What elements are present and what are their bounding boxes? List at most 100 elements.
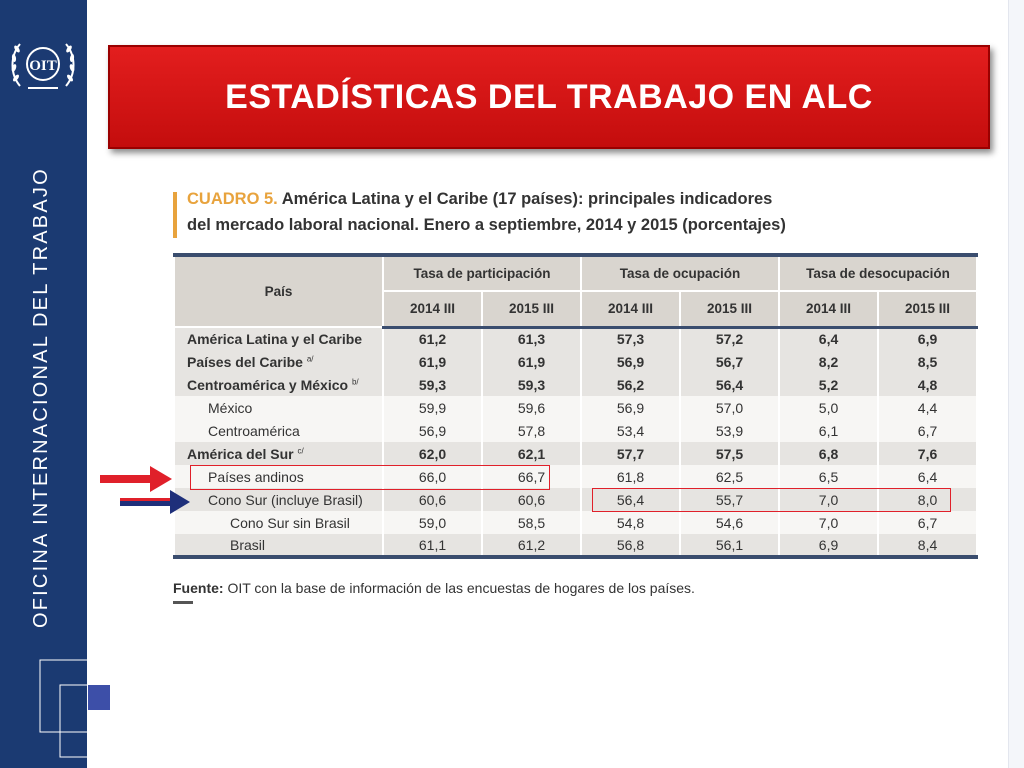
period-header: 2014 III — [580, 290, 682, 329]
table-cell-value: 57,2 — [679, 327, 781, 350]
table-cell-value: 66,0 — [382, 465, 483, 488]
table-cell-value: 59,9 — [382, 396, 483, 419]
highlight-cono-sur — [592, 488, 951, 512]
period-header: 2014 III — [382, 290, 483, 329]
table-cell-value: 61,1 — [382, 534, 483, 559]
table-cell-value: 54,6 — [679, 511, 781, 534]
country-name-text: Centroamérica — [208, 422, 300, 439]
caption-line-1: América Latina y el Caribe (17 países): … — [281, 190, 773, 208]
row-country-name: Centroamérica y México b/ — [173, 373, 384, 396]
table-cell-value: 8,0 — [877, 488, 979, 511]
group-header-participation: Tasa de participación — [381, 253, 583, 292]
table-cell-value: 61,2 — [382, 327, 483, 350]
row-country-name: Centroamérica — [173, 419, 384, 442]
table-cell-value: 57,7 — [580, 442, 682, 465]
sidebar: OIT OFICINA INTERNACIONAL DEL TRABAJO — [0, 0, 87, 768]
caption-line-2: del mercado laboral nacional. Enero a se… — [187, 216, 786, 234]
caption-accent-bar — [173, 192, 177, 238]
table-cell-value: 56,1 — [679, 534, 781, 559]
country-name-text: Países andinos — [208, 468, 304, 485]
table-cell-value: 53,4 — [580, 419, 682, 442]
table-body: América Latina y el Caribe 61,2 61,3 57,3 57… — [173, 327, 979, 559]
table-cell-value: 7,0 — [778, 511, 880, 534]
table-row: Países del Caribe a/61,9 61,9 56,9 56,7 8,2 8… — [173, 350, 979, 373]
table-cell-value: 6,8 — [778, 442, 880, 465]
period-header: 2015 III — [679, 290, 781, 329]
table-cell-value: 61,9 — [480, 350, 583, 373]
table-cell-value: 55,7 — [679, 488, 781, 511]
footnote-marker: b/ — [351, 376, 359, 386]
table-cell-value: 59,3 — [480, 373, 583, 396]
table-cell-value: 8,4 — [877, 534, 979, 559]
table-cell-value: 6,7 — [877, 419, 979, 442]
table-cell-value: 56,9 — [580, 396, 682, 419]
table-cell-value: 56,9 — [382, 419, 483, 442]
navy-arrow-icon — [120, 490, 190, 514]
table-row: Centroamérica y México b/59,3 59,3 56,2 56,… — [173, 373, 979, 396]
table-cell-value: 57,3 — [580, 327, 682, 350]
row-country-name: Cono Sur sin Brasil — [173, 511, 384, 534]
red-arrow-icon — [100, 466, 172, 492]
table-cell-value: 57,0 — [679, 396, 781, 419]
table-row: Cono Sur sin Brasil 59,0 58,5 54,8 54,6 7,0 6,… — [173, 511, 979, 534]
table-cell-value: 4,8 — [877, 373, 979, 396]
table-cell-value: 6,4 — [877, 465, 979, 488]
country-header: País — [173, 253, 384, 328]
table-cell-value: 6,9 — [778, 534, 880, 559]
table-row: Cono Sur (incluye Brasil) 60,6 60,6 56,4 55,… — [173, 488, 979, 511]
table-cell-value: 57,5 — [679, 442, 781, 465]
footnote-marker: a/ — [306, 353, 314, 363]
slide-right-edge — [1008, 0, 1024, 768]
table-row: Brasil 61,1 61,2 56,8 56,1 6,9 8,4 — [173, 534, 979, 559]
table-row: América del Sur c/62,0 62,1 57,7 57,5 6,8 7,6 — [173, 442, 979, 465]
table-cell-value: 7,0 — [778, 488, 880, 511]
table-row: Centroamérica 56,9 57,8 53,4 53,9 6,1 6,7 — [173, 419, 979, 442]
table-cell-value: 61,9 — [382, 350, 483, 373]
vertical-organization-label: OFICINA INTERNACIONAL DEL TRABAJO — [30, 167, 52, 628]
table-cell-value: 6,4 — [778, 327, 880, 350]
group-header-occupation: Tasa de ocupación — [580, 253, 781, 292]
period-header: 2014 III — [778, 290, 880, 329]
table-cell-value: 6,1 — [778, 419, 880, 442]
decorative-squares — [39, 637, 159, 758]
country-name-text: Países del Caribe — [187, 353, 303, 370]
table-cell-value: 60,6 — [382, 488, 483, 511]
cutoff-note-fragment — [173, 601, 193, 604]
table-cell-value: 59,0 — [382, 511, 483, 534]
title-banner: ESTADÍSTICAS DEL TRABAJO EN ALC — [108, 45, 990, 149]
source-note: Fuente: OIT con la base de información d… — [173, 580, 695, 596]
country-name-text: Cono Sur sin Brasil — [230, 514, 350, 531]
table-cell-value: 56,4 — [580, 488, 682, 511]
table-cell-value: 62,0 — [382, 442, 483, 465]
table-cell-value: 53,9 — [679, 419, 781, 442]
table-cell-value: 6,7 — [877, 511, 979, 534]
oit-logo-icon: OIT — [11, 43, 75, 89]
row-country-name: México — [173, 396, 384, 419]
table-cell-value: 56,2 — [580, 373, 682, 396]
source-label: Fuente: — [173, 580, 224, 596]
table-cell-value: 61,8 — [580, 465, 682, 488]
table-cell-value: 8,5 — [877, 350, 979, 373]
table-cell-value: 4,4 — [877, 396, 979, 419]
country-name-text: Cono Sur (incluye Brasil) — [208, 491, 363, 508]
table-cell-value: 57,8 — [480, 419, 583, 442]
table-cell-value: 6,9 — [877, 327, 979, 350]
table-cell-value: 5,2 — [778, 373, 880, 396]
row-country-name: Países del Caribe a/ — [173, 350, 384, 373]
highlight-paises-andinos — [190, 465, 550, 490]
table-cell-value: 54,8 — [580, 511, 682, 534]
table-row: América Latina y el Caribe 61,2 61,3 57,3 57… — [173, 327, 979, 350]
table-cell-value: 6,5 — [778, 465, 880, 488]
slide-title: ESTADÍSTICAS DEL TRABAJO EN ALC — [225, 77, 873, 116]
source-text: OIT con la base de información de las en… — [227, 580, 695, 596]
table-cell-value: 61,2 — [480, 534, 583, 559]
country-name-text: Brasil — [230, 536, 266, 553]
row-country-name: América del Sur c/ — [173, 442, 384, 465]
period-header: 2015 III — [480, 290, 583, 329]
table-cell-value: 8,2 — [778, 350, 880, 373]
table-cell-value: 56,7 — [679, 350, 781, 373]
table-cell-value: 59,3 — [382, 373, 483, 396]
table-cell-value: 60,6 — [480, 488, 583, 511]
country-name-text: América del Sur — [187, 445, 294, 462]
table-row: Países andinos 66,0 66,7 61,8 62,5 6,5 6,4 — [173, 465, 979, 488]
